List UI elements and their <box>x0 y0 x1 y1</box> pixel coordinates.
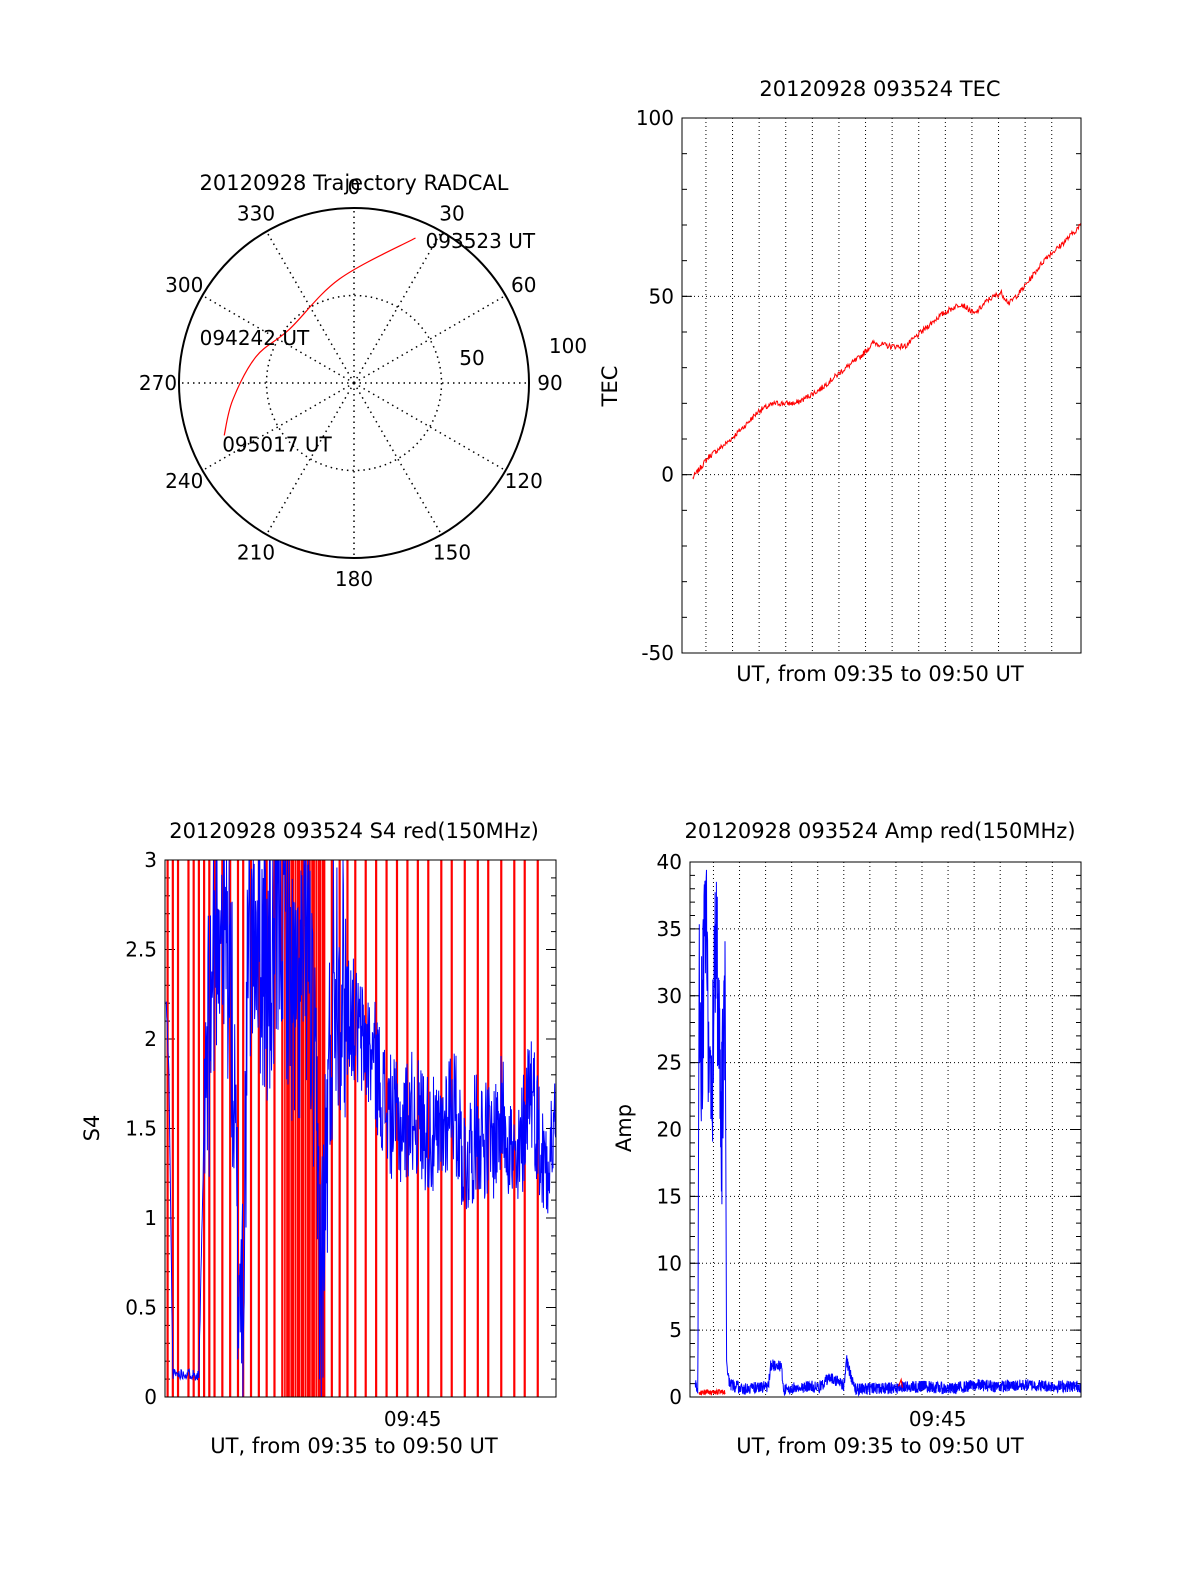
y-tick-label: 0 <box>144 1385 157 1409</box>
y-tick-label: 100 <box>636 106 674 130</box>
polar-angle-label: 120 <box>505 469 543 493</box>
y-tick-label: 1.5 <box>125 1117 157 1141</box>
amp-x-axis-label: UT, from 09:35 to 09:50 UT <box>736 1434 1024 1458</box>
polar-angle-label: 330 <box>237 201 275 225</box>
y-tick-label: 15 <box>657 1184 682 1208</box>
polar-angle-label: 180 <box>335 567 373 591</box>
polar-angle-label: 240 <box>165 469 203 493</box>
amp-y-axis-label: Amp <box>612 1104 636 1152</box>
polar-angle-label: 150 <box>433 541 471 565</box>
polar-angle-gridline <box>202 382 355 472</box>
s4-y-axis-label: S4 <box>80 1115 104 1142</box>
y-tick-label: 10 <box>657 1251 682 1275</box>
s4-blue-series-line <box>165 859 557 1398</box>
tec-x-axis-label: UT, from 09:35 to 09:50 UT <box>736 662 1024 686</box>
polar-angle-gridline <box>353 382 443 535</box>
y-tick-label: 50 <box>649 284 674 308</box>
y-tick-label: 20 <box>657 1118 682 1142</box>
amp-chart-title: 20120928 093524 Amp red(150MHz) <box>684 819 1075 843</box>
y-tick-label: -50 <box>641 641 674 665</box>
amp-chart: 20120928 093524 Amp red(150MHz) UT, from… <box>612 819 1082 1458</box>
polar-angle-label: 270 <box>139 371 177 395</box>
polar-angle-gridline <box>265 382 355 535</box>
trajectory-time-label: 095017 UT <box>222 432 332 456</box>
y-tick-label: 40 <box>657 850 682 874</box>
y-tick-label: 2 <box>144 1027 157 1051</box>
polar-angle-label: 30 <box>439 201 464 225</box>
y-tick-label: 0.5 <box>125 1296 157 1320</box>
amp-plot-area: 0 5 10 15 20 25 30 35 40 09:45 <box>657 850 1082 1431</box>
polar-radial-label: 50 <box>459 346 484 370</box>
polar-angle-label: 300 <box>165 273 203 297</box>
y-tick-label: 0 <box>669 1385 682 1409</box>
trajectory-line <box>223 237 416 436</box>
tec-series-line <box>692 222 1082 480</box>
s4-plot-area: 0 0.5 1 1.5 2 2.5 3 09:45 <box>125 848 557 1431</box>
polar-grid: 0 30 60 90 120 150 180 210 240 270 300 330 50 100 <box>139 175 587 591</box>
trajectory-polar-chart: 20120928 Trajectory RADCAL 0 30 60 90 120 150… <box>139 171 587 591</box>
tec-plot-area: -50 0 50 100 <box>636 106 1082 665</box>
polar-angle-label: 210 <box>237 541 275 565</box>
y-tick-label: 30 <box>657 984 682 1008</box>
y-tick-label: 2.5 <box>125 938 157 962</box>
s4-x-axis-label: UT, from 09:35 to 09:50 UT <box>210 1434 498 1458</box>
plot-frame <box>681 117 1082 654</box>
polar-radial-gridline <box>265 294 443 472</box>
plot-frame <box>689 861 1082 1398</box>
plot-frame <box>164 859 557 1398</box>
x-tick-label: 09:45 <box>909 1407 967 1431</box>
amp-red-series-line <box>698 1388 726 1396</box>
y-tick-label: 5 <box>669 1318 682 1342</box>
polar-angle-gridline <box>353 382 506 472</box>
y-tick-label: 3 <box>144 848 157 872</box>
polar-outer-circle <box>178 207 530 559</box>
y-tick-label: 35 <box>657 917 682 941</box>
y-tick-label: 1 <box>144 1206 157 1230</box>
trajectory-chart-title: 20120928 Trajectory RADCAL <box>200 171 509 195</box>
amp-red-series-line <box>897 1377 904 1388</box>
polar-marks: 093523 UT 094242 UT 095017 UT <box>200 229 536 456</box>
y-tick-label: 0 <box>661 463 674 487</box>
s4-chart-title: 20120928 093524 S4 red(150MHz) <box>169 819 539 843</box>
amp-blue-series-line <box>694 869 1082 1397</box>
polar-angle-label: 60 <box>511 273 536 297</box>
tec-chart: 20120928 093524 TEC UT, from 09:35 to 09… <box>598 77 1082 686</box>
tec-y-axis-label: TEC <box>598 366 622 408</box>
tec-chart-title: 20120928 093524 TEC <box>759 77 1000 101</box>
polar-angle-label: 0 <box>348 175 361 199</box>
trajectory-time-label: 094242 UT <box>200 326 310 350</box>
x-tick-label: 09:45 <box>384 1407 442 1431</box>
polar-angle-label: 90 <box>537 371 562 395</box>
trajectory-time-label: 093523 UT <box>426 229 536 253</box>
polar-radial-label: 100 <box>549 334 587 358</box>
y-tick-label: 25 <box>657 1051 682 1075</box>
s4-chart: 20120928 093524 S4 red(150MHz) UT, from … <box>80 819 557 1458</box>
